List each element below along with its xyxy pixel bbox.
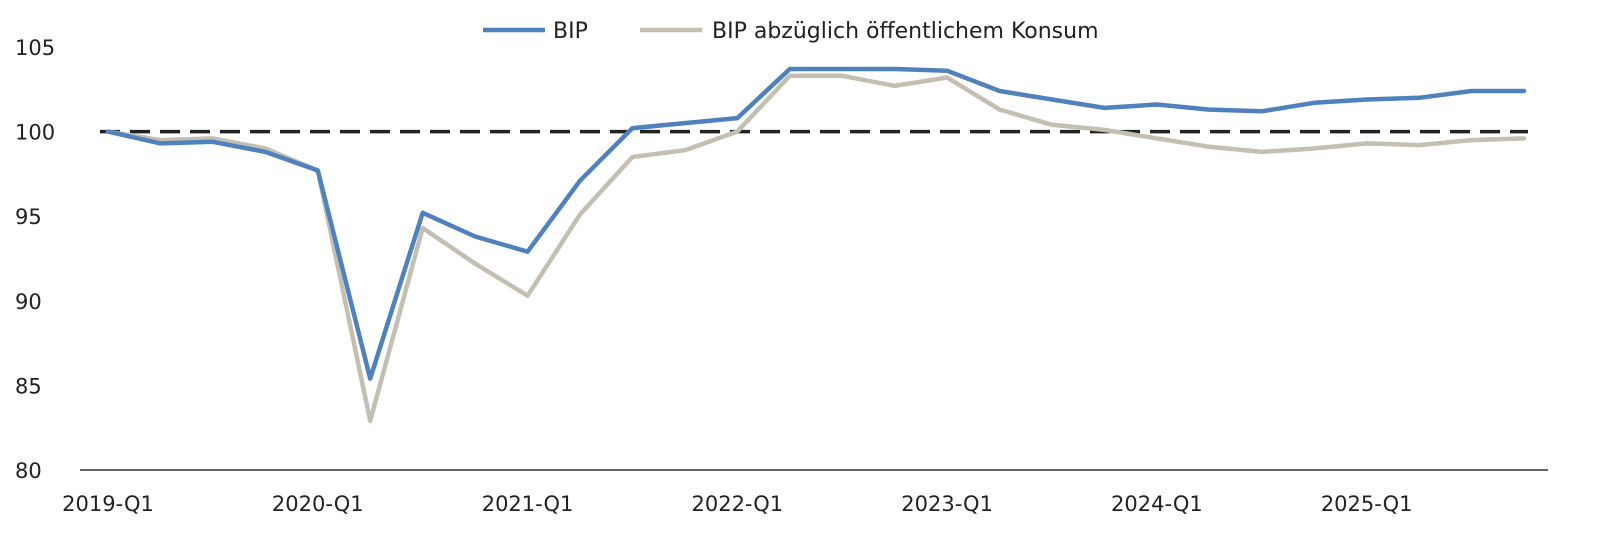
x-tick-label: 2023-Q1 <box>901 492 993 516</box>
y-tick-label: 100 <box>15 121 55 145</box>
x-tick-label: 2020-Q1 <box>272 492 364 516</box>
x-tick-label: 2024-Q1 <box>1111 492 1203 516</box>
legend-label-bip: BIP <box>553 19 588 44</box>
series-layer <box>105 66 1527 424</box>
y-tick-label: 90 <box>15 290 42 314</box>
y-axis-ticks: 105 100 95 90 85 80 <box>15 36 55 483</box>
series-line-bip <box>105 66 1527 381</box>
chart-legend: BIP BIP abzüglich öffentlichem Konsum <box>483 19 1099 44</box>
x-tick-label: 2019-Q1 <box>62 492 154 516</box>
legend-label-bip-ohne-konsum: BIP abzüglich öffentlichem Konsum <box>712 19 1099 44</box>
x-tick-label: 2025-Q1 <box>1321 492 1413 516</box>
y-tick-label: 105 <box>15 36 55 60</box>
x-tick-label: 2021-Q1 <box>482 492 574 516</box>
series-line-bip-ohne-konsum <box>105 73 1527 424</box>
y-tick-label: 85 <box>15 374 42 398</box>
y-tick-label: 95 <box>15 205 42 229</box>
y-tick-label: 80 <box>15 459 42 483</box>
x-axis-ticks: 2019-Q1 2020-Q1 2021-Q1 2022-Q1 2023-Q1 2024-… <box>62 492 1412 516</box>
x-tick-label: 2022-Q1 <box>691 492 783 516</box>
